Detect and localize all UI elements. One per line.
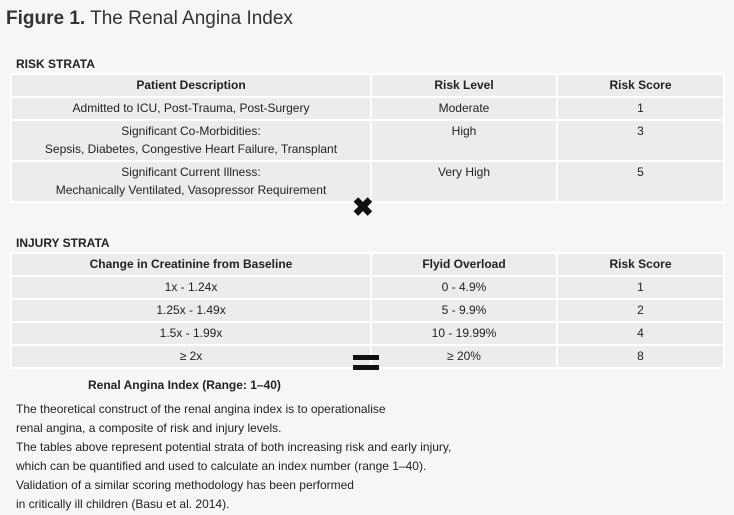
table-cell: ≥ 20% (370, 344, 558, 369)
column-header: Risk Level (370, 73, 558, 98)
table-cell: 10 - 19.99% (370, 321, 558, 346)
section-heading: INJURY STRATA (16, 236, 110, 250)
risk-table: Patient Description Risk Level Risk Score A… (10, 73, 725, 203)
table-cell: 4 (556, 321, 725, 346)
summary-line: renal angina, a composite of risk and in… (16, 421, 282, 435)
summary-text: The theoretical construct of the renal a… (16, 400, 451, 514)
table-cell: Admitted to ICU, Post-Trauma, Post-Surge… (10, 96, 372, 121)
table-cell: 1 (556, 96, 725, 121)
header-row: Patient Description Risk Level Risk Score (10, 73, 725, 98)
table-cell: 1.25x - 1.49x (10, 298, 372, 323)
table-row: Significant Co-Morbidities: Sepsis, Diabe… (10, 119, 725, 162)
table-cell: 1x - 1.24x (10, 275, 372, 300)
cell-line: 1.25x - 1.49x (156, 303, 226, 317)
cell-text: 1 (637, 101, 644, 115)
cell-text: 5 (637, 165, 644, 179)
figure-name: The Renal Angina Index (90, 8, 293, 29)
cell-text: ≥ 20% (447, 349, 481, 363)
summary-line: in critically ill children (Basu et al. … (16, 497, 230, 511)
table-cell: 1.5x - 1.99x (10, 321, 372, 346)
cell-line: Mechanically Ventilated, Vasopressor Req… (55, 183, 327, 197)
column-header: Change in Creatinine from Baseline (10, 252, 372, 277)
table-row: 1x - 1.24x 0 - 4.9% 1 (10, 275, 725, 300)
figure-label: Figure 1. (6, 8, 86, 29)
table-row: ≥ 2x ≥ 20% 8 (10, 344, 725, 369)
cell-line: 1x - 1.24x (164, 280, 218, 294)
cell-line: ≥ 2x (179, 349, 203, 363)
equals-icon (353, 355, 379, 370)
summary-line: The tables above represent potential str… (16, 440, 452, 454)
table-cell: Very High (370, 160, 558, 203)
table-cell: 0 - 4.9% (370, 275, 558, 300)
table-cell: High (370, 119, 558, 162)
cell-line: Admitted to ICU, Post-Trauma, Post-Surge… (72, 101, 310, 115)
multiply-icon: ✖ (352, 192, 374, 222)
cell-line: 1.5x - 1.99x (159, 326, 223, 340)
cell-text: Moderate (438, 101, 490, 115)
cell-text: 10 - 19.99% (431, 326, 497, 340)
cell-text: 3 (637, 124, 644, 138)
figure-title: Figure 1. The Renal Angina Index (6, 8, 293, 30)
summary-line: which can be quantified and used to calc… (16, 459, 427, 473)
column-header: Patient Description (10, 73, 372, 98)
table-cell: 8 (556, 344, 725, 369)
section-heading: RISK STRATA (16, 57, 95, 71)
summary-line: Validation of a similar scoring methodol… (16, 478, 354, 492)
summary-line: The theoretical construct of the renal a… (16, 402, 386, 416)
table-cell: Significant Co-Morbidities: Sepsis, Diabe… (10, 119, 372, 162)
table-cell: 2 (556, 298, 725, 323)
table-cell: 5 - 9.9% (370, 298, 558, 323)
header-row: Change in Creatinine from Baseline Flyid … (10, 252, 725, 277)
cell-text: 2 (637, 303, 644, 317)
cell-line: Significant Current Illness: (121, 165, 261, 179)
table-cell: 1 (556, 275, 725, 300)
table-cell: ≥ 2x (10, 344, 372, 369)
injury-table: Change in Creatinine from Baseline Flyid … (10, 252, 725, 369)
cell-text: 8 (637, 349, 644, 363)
column-header: Risk Score (556, 252, 725, 277)
cell-text: High (451, 124, 477, 138)
column-header: Flyid Overload (370, 252, 558, 277)
table-cell: 3 (556, 119, 725, 162)
table-cell: Significant Current Illness: Mechanically… (10, 160, 372, 203)
cell-text: 0 - 4.9% (441, 280, 487, 294)
table-cell: 5 (556, 160, 725, 203)
cell-text: 1 (637, 280, 644, 294)
cell-line: Sepsis, Diabetes, Congestive Heart Failu… (44, 142, 338, 156)
column-header: Risk Score (556, 73, 725, 98)
cell-text: 5 - 9.9% (441, 303, 487, 317)
cell-text: 4 (637, 326, 644, 340)
table-row: 1.25x - 1.49x 5 - 9.9% 2 (10, 298, 725, 323)
cell-text: Very High (437, 165, 491, 179)
table-row: Significant Current Illness: Mechanically… (10, 160, 725, 203)
table-row: 1.5x - 1.99x 10 - 19.99% 4 (10, 321, 725, 346)
table-row: Admitted to ICU, Post-Trauma, Post-Surge… (10, 96, 725, 121)
cell-line: Significant Co-Morbidities: (121, 124, 261, 138)
table-cell: Moderate (370, 96, 558, 121)
summary-heading: Renal Angina Index (Range: 1–40) (88, 378, 281, 392)
